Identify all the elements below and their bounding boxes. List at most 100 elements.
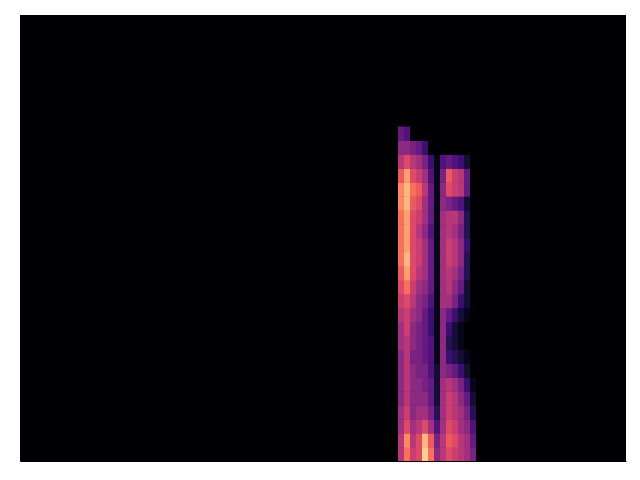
- heatmap-cell: [404, 154, 411, 168]
- heatmap-cell: [458, 447, 465, 461]
- heatmap-cell: [476, 266, 483, 280]
- heatmap-cell: [446, 419, 453, 433]
- heatmap-cell: [458, 224, 465, 238]
- heatmap-cell: [416, 280, 423, 294]
- heatmap-cell: [434, 405, 441, 419]
- heatmap-cell: [410, 238, 417, 252]
- heatmap-cell: [398, 322, 405, 336]
- heatmap-cell: [476, 210, 483, 224]
- heatmap-cell: [464, 168, 471, 182]
- heatmap-cell: [416, 196, 423, 210]
- heatmap-cell: [428, 405, 435, 419]
- heatmap-cell: [440, 308, 447, 322]
- heatmap-cell: [428, 391, 435, 405]
- heatmap-cell: [470, 154, 477, 168]
- heatmap-cell: [446, 294, 453, 308]
- heatmap-cell: [446, 140, 453, 154]
- heatmap-cell: [464, 182, 471, 196]
- heatmap-cell: [458, 238, 465, 252]
- heatmap-cell: [428, 308, 435, 322]
- heatmap-cell: [464, 447, 471, 461]
- heatmap-cell: [428, 447, 435, 461]
- heatmap-cell: [464, 419, 471, 433]
- heatmap-cell: [470, 322, 477, 336]
- heatmap-cell: [476, 447, 483, 461]
- heatmap-cell: [428, 350, 435, 364]
- heatmap-cell: [410, 154, 417, 168]
- heatmap-cell: [470, 405, 477, 419]
- heatmap-cell: [434, 350, 441, 364]
- heatmap-cell: [452, 266, 459, 280]
- heatmap-cell: [410, 224, 417, 238]
- heatmap-cell: [440, 391, 447, 405]
- heatmap-cell: [404, 350, 411, 364]
- heatmap-cell: [416, 252, 423, 266]
- heatmap-cell: [470, 391, 477, 405]
- heatmap-cell: [422, 447, 429, 461]
- heatmap-cell: [446, 196, 453, 210]
- heatmap-cell: [458, 210, 465, 224]
- heatmap-cell: [398, 154, 405, 168]
- heatmap-cell: [404, 294, 411, 308]
- heatmap-cell: [476, 363, 483, 377]
- heatmap-cell: [434, 196, 441, 210]
- heatmap-cell: [476, 280, 483, 294]
- heatmap-cell: [422, 294, 429, 308]
- heatmap-cell: [452, 377, 459, 391]
- heatmap-cell: [440, 419, 447, 433]
- heatmap-cell: [446, 433, 453, 447]
- heatmap-cell: [464, 154, 471, 168]
- heatmap-cell: [434, 127, 441, 141]
- heatmap-cell: [440, 405, 447, 419]
- heatmap-cell: [440, 224, 447, 238]
- heatmap-cell: [470, 363, 477, 377]
- heatmap-cell: [470, 127, 477, 141]
- heatmap-cell: [416, 294, 423, 308]
- heatmap-cell: [398, 182, 405, 196]
- heatmap-cell: [470, 377, 477, 391]
- heatmap-cell: [470, 182, 477, 196]
- heatmap-cell: [422, 154, 429, 168]
- heatmap-cell: [398, 224, 405, 238]
- heatmap-cell: [476, 294, 483, 308]
- heatmap-cell: [446, 363, 453, 377]
- heatmap-cell: [428, 210, 435, 224]
- heatmap-cell: [464, 210, 471, 224]
- heatmap-cell: [398, 210, 405, 224]
- heatmap-cell: [428, 322, 435, 336]
- heatmap-cell: [458, 391, 465, 405]
- heatmap-cell: [452, 280, 459, 294]
- heatmap-cell: [434, 391, 441, 405]
- heatmap-cell: [464, 280, 471, 294]
- heatmap-cell: [440, 336, 447, 350]
- heatmap-cell: [416, 336, 423, 350]
- heatmap-cell: [404, 238, 411, 252]
- heatmap-cell: [410, 447, 417, 461]
- heatmap-cell: [416, 377, 423, 391]
- heatmap-cell: [476, 140, 483, 154]
- heatmap-cell: [422, 322, 429, 336]
- heatmap-cell: [416, 433, 423, 447]
- heatmap-cell: [476, 433, 483, 447]
- heatmap-cell: [476, 377, 483, 391]
- heatmap-cell: [398, 308, 405, 322]
- heatmap-cell: [434, 266, 441, 280]
- heatmap-cell: [404, 127, 411, 141]
- heatmap-cell: [422, 405, 429, 419]
- heatmap-cell: [404, 405, 411, 419]
- heatmap-cell: [404, 308, 411, 322]
- heatmap-cell: [446, 224, 453, 238]
- heatmap-cell: [464, 377, 471, 391]
- heatmap-cell: [476, 252, 483, 266]
- heatmap-cell: [440, 140, 447, 154]
- heatmap-cell: [398, 266, 405, 280]
- heatmap-cell: [458, 322, 465, 336]
- heatmap-cell: [422, 210, 429, 224]
- heatmap-cell: [404, 280, 411, 294]
- heatmap-cell: [404, 196, 411, 210]
- heatmap-cell: [452, 363, 459, 377]
- heatmap-cell: [398, 238, 405, 252]
- heatmap-cell: [458, 182, 465, 196]
- heatmap-cell: [416, 266, 423, 280]
- heatmap-cell: [428, 168, 435, 182]
